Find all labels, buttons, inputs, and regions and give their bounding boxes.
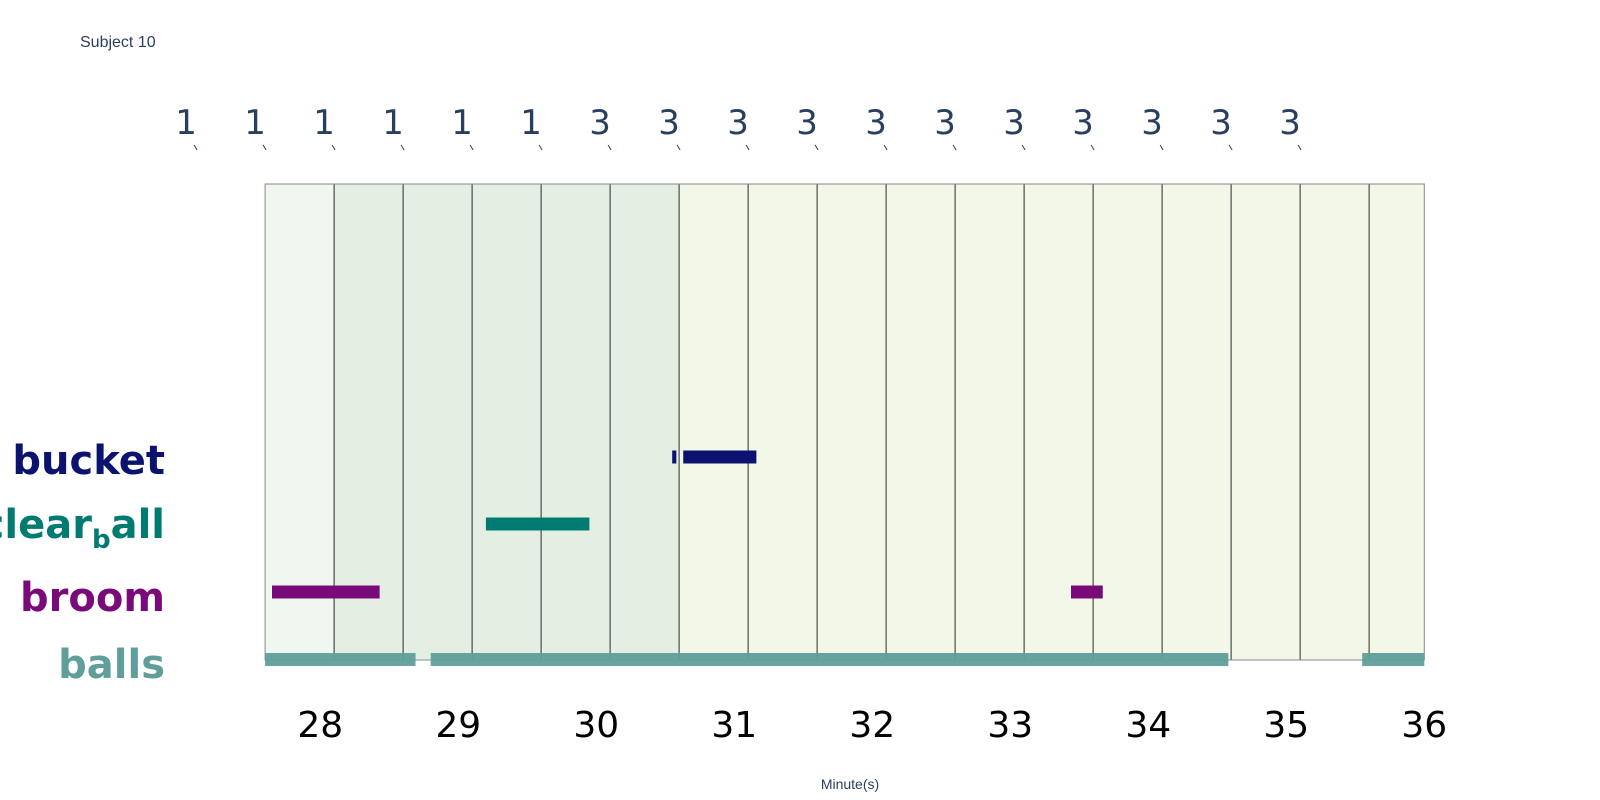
x-tick-label-2: 30: [573, 705, 619, 746]
segment-top-label-7: 3: [658, 103, 680, 143]
chart-subject-title: Subject 10: [80, 34, 156, 51]
segment-top-label-12: 3: [1003, 103, 1025, 143]
segment-top-label-5: 1: [520, 103, 542, 143]
segment-band-3: [472, 184, 542, 660]
segment-band-12: [1093, 184, 1163, 660]
category-label-clear_ball: clearball: [0, 502, 165, 555]
segment-top-label-16: 3: [1279, 103, 1301, 143]
segment-top-label-4: 1: [451, 103, 473, 143]
segment-top-tick-7: [676, 144, 681, 151]
x-axis-ticks: 28 29 30 31 32 33 34 35 36: [297, 705, 1447, 746]
x-tick-label-5: 33: [987, 705, 1033, 746]
segment-band-6: [679, 184, 749, 660]
category-labels: bucket clearball broom balls: [0, 438, 165, 688]
segment-band-10: [955, 184, 1025, 660]
segment-band-11: [1024, 184, 1094, 660]
segment-top-tick-14: [1159, 144, 1164, 151]
segment-top-label-0: 1: [175, 103, 197, 143]
clear_ball-bar-0: [485, 517, 590, 531]
broom-bar-1: [1071, 585, 1103, 599]
bucket-bar-1: [683, 450, 757, 464]
segment-top-tick-11: [952, 144, 957, 151]
segment-top-tick-2: [331, 144, 336, 151]
segment-top-label-3: 1: [382, 103, 404, 143]
x-tick-label-7: 35: [1263, 705, 1309, 746]
segment-top-labels: 1 1 1 1 1 1 3 3 3 3 3 3 3 3 3 3 3: [175, 103, 1302, 151]
category-label-broom: broom: [20, 575, 165, 621]
segment-top-tick-1: [262, 144, 267, 151]
x-tick-label-1: 29: [435, 705, 481, 746]
segment-band-8: [817, 184, 887, 660]
segment-top-tick-0: [193, 144, 198, 151]
segment-top-label-15: 3: [1210, 103, 1232, 143]
segment-band-4: [541, 184, 611, 660]
segment-top-tick-12: [1021, 144, 1026, 151]
segment-top-label-6: 3: [589, 103, 611, 143]
balls-bar-2: [1362, 653, 1425, 666]
segment-band-14: [1231, 184, 1301, 660]
segment-band-1: [334, 184, 404, 660]
segment-top-label-8: 3: [727, 103, 749, 143]
segment-top-label-2: 1: [313, 103, 335, 143]
balls-bar-1: [430, 653, 1229, 666]
segment-top-tick-13: [1090, 144, 1095, 151]
segment-band-15: [1300, 184, 1370, 660]
segment-top-tick-10: [883, 144, 888, 151]
category-label-balls: balls: [58, 642, 165, 688]
segment-band-0: [265, 184, 335, 660]
x-tick-label-3: 31: [711, 705, 757, 746]
x-axis-label: Minute(s): [820, 776, 880, 792]
segment-top-tick-16: [1297, 144, 1302, 151]
segment-top-label-10: 3: [865, 103, 887, 143]
segment-top-tick-3: [400, 144, 405, 151]
segment-top-tick-4: [469, 144, 474, 151]
segment-top-label-9: 3: [796, 103, 818, 143]
activity-bars: [265, 450, 1425, 666]
segment-top-tick-15: [1228, 144, 1233, 151]
segment-band-5: [610, 184, 680, 660]
balls-bar-0: [265, 653, 416, 666]
segment-top-label-13: 3: [1072, 103, 1094, 143]
x-tick-label-4: 32: [849, 705, 895, 746]
segment-top-tick-6: [607, 144, 612, 151]
segment-bands: [265, 184, 1425, 660]
category-label-bucket: bucket: [12, 438, 165, 484]
bucket-bar-0: [672, 450, 677, 464]
segment-top-label-11: 3: [934, 103, 956, 143]
x-tick-label-8: 36: [1401, 705, 1447, 746]
segment-top-label-14: 3: [1141, 103, 1163, 143]
segment-band-13: [1162, 184, 1232, 660]
broom-bar-0: [272, 585, 380, 599]
segment-band-7: [748, 184, 818, 660]
segment-top-label-1: 1: [244, 103, 266, 143]
segment-band-16: [1369, 184, 1425, 660]
plot-frame: [264, 183, 1425, 661]
x-tick-label-0: 28: [297, 705, 343, 746]
segment-band-9: [886, 184, 956, 660]
x-tick-label-6: 34: [1125, 705, 1171, 746]
segment-top-tick-5: [538, 144, 543, 151]
segment-top-tick-9: [814, 144, 819, 151]
segment-band-2: [403, 184, 473, 660]
segment-top-tick-8: [745, 144, 750, 151]
